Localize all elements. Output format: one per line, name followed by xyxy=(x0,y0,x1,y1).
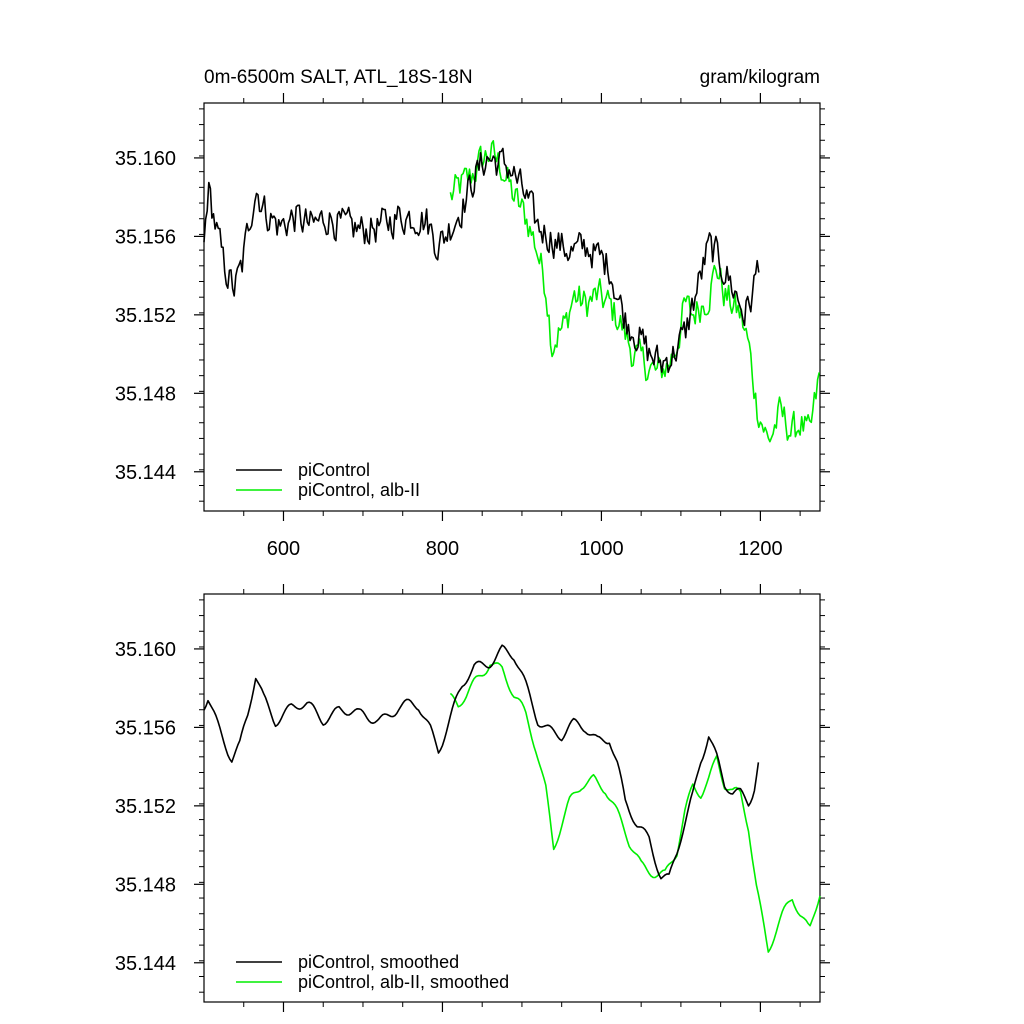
legend-label-alb: piControl, alb-II xyxy=(298,480,420,500)
legend-label-alb-smoothed: piControl, alb-II, smoothed xyxy=(298,972,509,992)
legend-label-picontrol: piControl xyxy=(298,460,370,480)
y-tick-labels: 35.144 35.148 35.152 35.156 35.160 xyxy=(115,639,176,975)
x-tick-label: 800 xyxy=(426,538,459,560)
y-tick-label: 35.148 xyxy=(115,383,176,405)
legend: piControl piControl, alb-II xyxy=(236,460,420,500)
series-line xyxy=(203,147,760,374)
y-tick-label: 35.144 xyxy=(115,953,176,975)
top-panel: 0m-6500m SALT, ATL_18S-18N gram/kilogram… xyxy=(115,67,830,560)
y-tick-label: 35.148 xyxy=(115,874,176,896)
y-tick-label: 35.156 xyxy=(115,226,176,248)
y-tick-label: 35.152 xyxy=(115,796,176,818)
y-tick-label: 35.160 xyxy=(115,148,176,170)
bottom-panel: 35.144 35.148 35.152 35.156 35.160 piControl… xyxy=(115,584,830,1012)
series-line xyxy=(449,662,821,953)
panel-title: 0m-6500m SALT, ATL_18S-18N xyxy=(204,67,473,88)
series-line xyxy=(203,644,760,880)
x-tick-label: 1200 xyxy=(738,538,783,560)
axis-ticks xyxy=(194,584,830,1012)
x-tick-label: 600 xyxy=(267,538,300,560)
y-tick-label: 35.160 xyxy=(115,639,176,661)
y-tick-label: 35.156 xyxy=(115,717,176,739)
y-tick-label: 35.144 xyxy=(115,462,176,484)
panel-units: gram/kilogram xyxy=(700,67,820,88)
y-tick-label: 35.152 xyxy=(115,305,176,327)
legend-label-picontrol-smoothed: piControl, smoothed xyxy=(298,952,459,972)
data-lines xyxy=(203,644,821,953)
plot-frame xyxy=(203,102,821,512)
y-tick-labels: 35.144 35.148 35.152 35.156 35.160 xyxy=(115,148,176,484)
axis-ticks xyxy=(194,93,830,521)
series-line xyxy=(449,140,820,443)
legend: piControl, smoothed piControl, alb-II, s… xyxy=(236,952,509,992)
x-tick-labels: 600 800 1000 1200 xyxy=(267,538,783,560)
plot-frame xyxy=(203,593,821,1003)
data-lines xyxy=(203,140,820,443)
x-tick-label: 1000 xyxy=(579,538,624,560)
